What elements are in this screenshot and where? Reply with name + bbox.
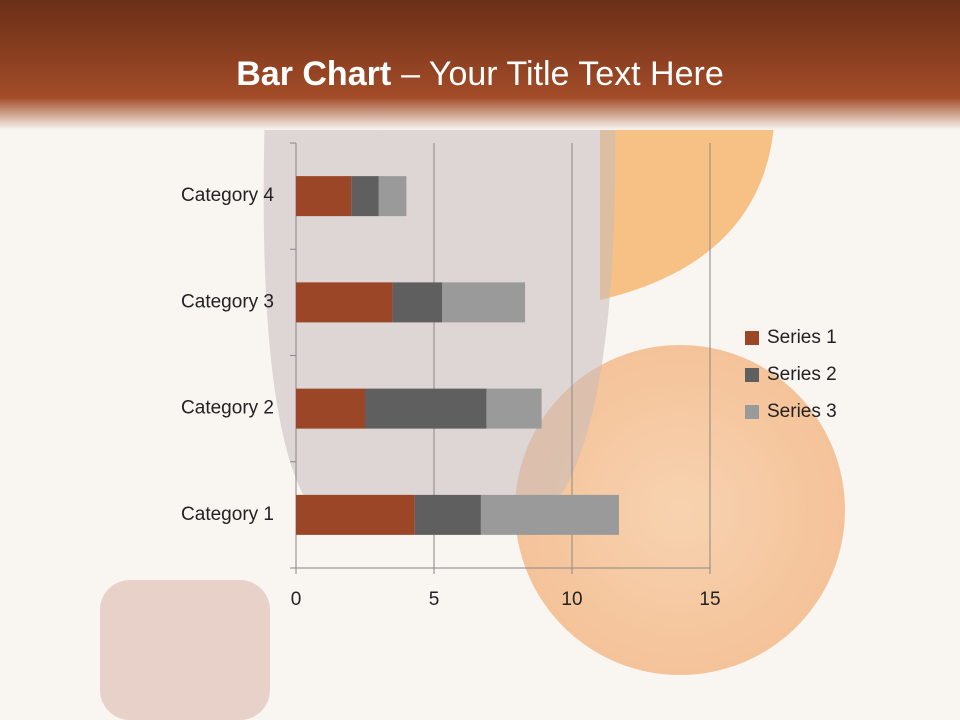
title-bold: Bar Chart xyxy=(236,55,391,93)
legend-swatch xyxy=(745,331,759,345)
bar xyxy=(296,282,393,323)
plot: 0 5 10 15 Category 1 Category 2 Category 3 Cate… xyxy=(181,142,837,610)
bar xyxy=(365,388,487,429)
bar xyxy=(414,494,481,535)
decor-orange xyxy=(515,345,845,675)
x-tick-label: 0 xyxy=(291,589,302,610)
bar xyxy=(351,176,379,217)
legend-swatch xyxy=(745,405,759,419)
bar xyxy=(296,388,365,429)
slide-title: Bar Chart – Your Title Text Here xyxy=(236,55,724,93)
legend-label: Series 1 xyxy=(767,327,837,348)
legend-swatch xyxy=(745,368,759,382)
y-tick-label: Category 1 xyxy=(181,504,274,525)
y-tick-label: Category 4 xyxy=(181,185,274,206)
y-tick-label: Category 3 xyxy=(181,291,274,312)
bar xyxy=(296,494,415,535)
bar xyxy=(296,176,352,217)
bar xyxy=(442,282,526,323)
decor-orange-slice xyxy=(600,110,775,300)
bar xyxy=(486,388,542,429)
decor-cinnamon xyxy=(100,580,270,720)
header-bar xyxy=(0,0,960,130)
x-tick-label: 5 xyxy=(429,589,440,610)
bar xyxy=(392,282,443,323)
legend-label: Series 2 xyxy=(767,364,837,385)
title-rest: – Your Title Text Here xyxy=(401,55,724,93)
y-tick-label: Category 2 xyxy=(181,398,274,419)
legend-label: Series 3 xyxy=(767,401,837,422)
bar xyxy=(480,494,619,535)
bar xyxy=(378,176,407,217)
x-tick-label: 15 xyxy=(699,589,720,610)
x-tick-label: 10 xyxy=(561,589,582,610)
